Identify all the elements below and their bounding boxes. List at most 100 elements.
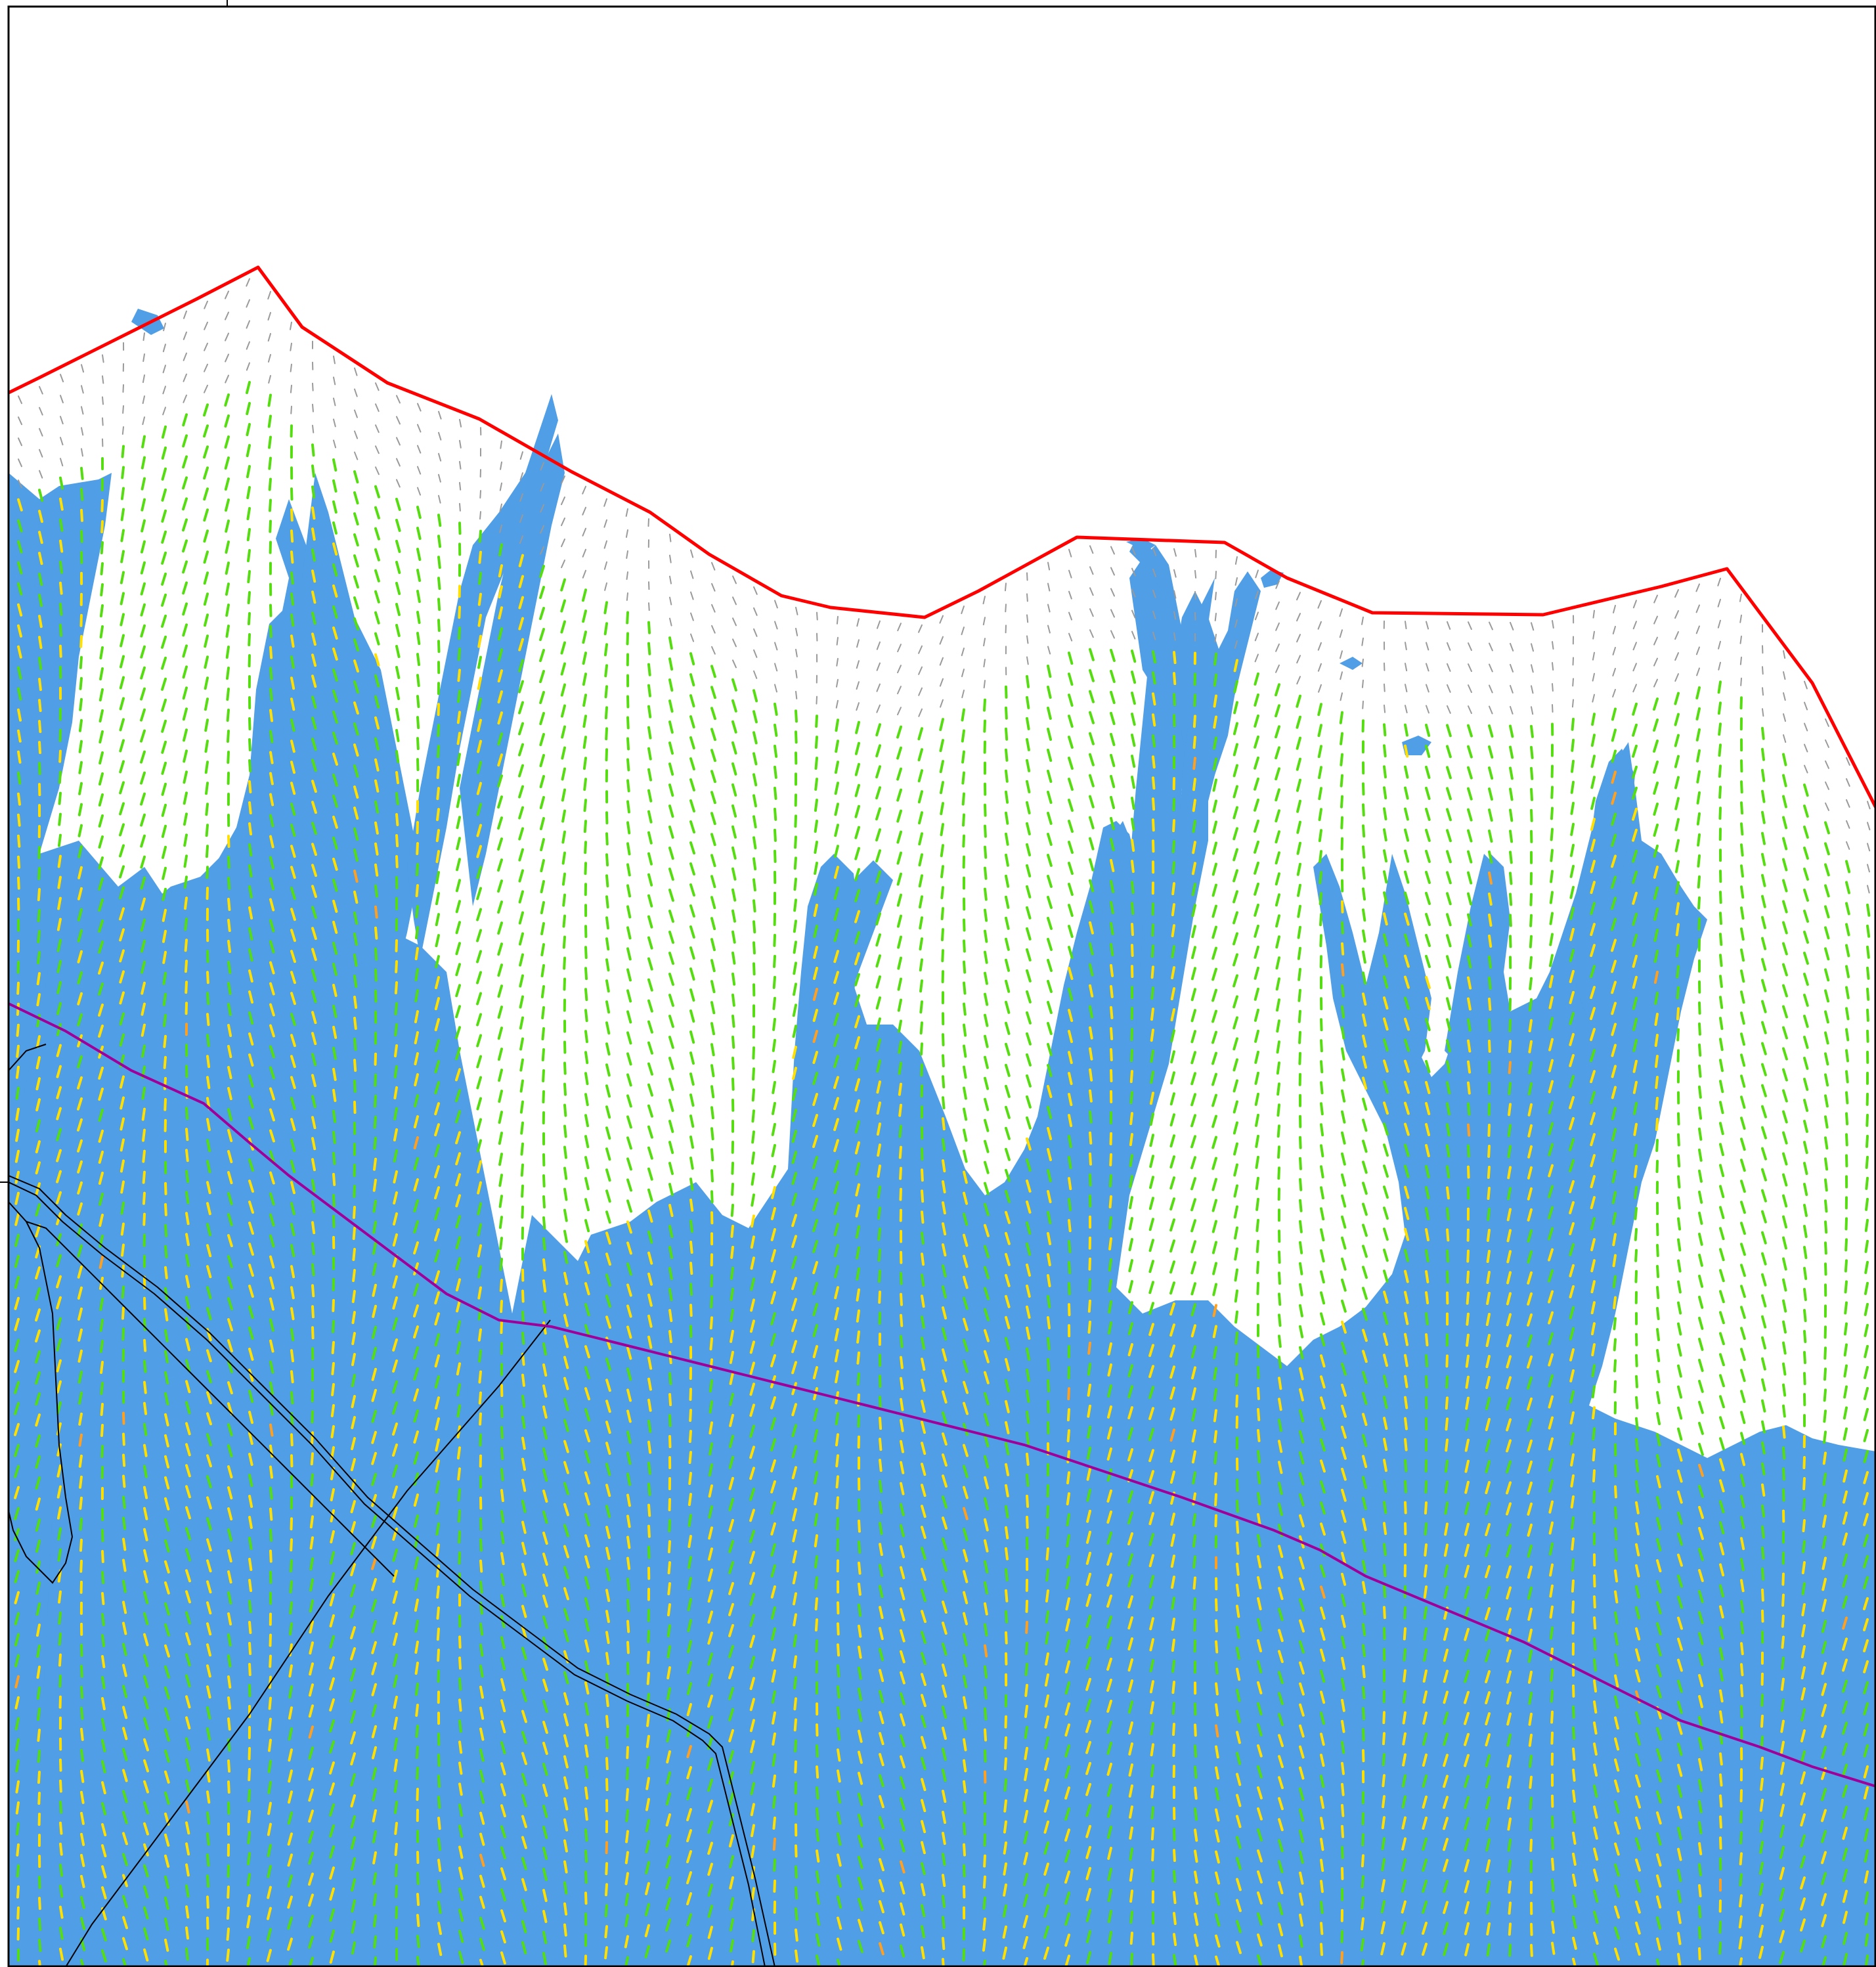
flow-arrow <box>438 453 442 462</box>
flow-arrow <box>812 1240 818 1254</box>
flow-arrow <box>497 879 503 893</box>
flow-arrow <box>142 1128 146 1142</box>
flow-arrow <box>541 1006 545 1020</box>
flow-arrow <box>372 1241 377 1255</box>
flow-arrow <box>1068 694 1074 707</box>
flow-arrow <box>81 427 84 436</box>
flow-arrow <box>1468 663 1472 673</box>
flow-arrow <box>248 1369 254 1382</box>
flow-arrow <box>350 1584 356 1598</box>
flow-arrow <box>1341 1719 1345 1733</box>
flow-arrow <box>751 1887 755 1901</box>
flow-arrow <box>626 1536 631 1549</box>
flow-arrow <box>140 897 146 911</box>
flow-arrow <box>1148 1344 1154 1358</box>
flow-arrow <box>1425 1143 1430 1157</box>
flow-arrow <box>372 1809 377 1823</box>
flow-arrow <box>227 1444 233 1458</box>
flow-arrow <box>456 1446 461 1460</box>
flow-arrow <box>1148 1512 1154 1526</box>
flow-arrow <box>1445 1417 1449 1431</box>
flow-arrow <box>290 929 296 942</box>
flow-arrow <box>143 1465 148 1478</box>
flow-arrow <box>122 1706 128 1719</box>
flow-arrow <box>1443 1838 1449 1851</box>
flow-arrow <box>1485 1313 1491 1327</box>
flow-arrow <box>1194 1955 1199 1967</box>
flow-arrow <box>898 1019 902 1033</box>
flow-arrow <box>1047 1063 1053 1077</box>
flow-arrow <box>1005 895 1010 909</box>
flow-arrow <box>711 646 716 655</box>
flow-arrow <box>1047 646 1051 655</box>
flow-arrow <box>1362 1266 1368 1279</box>
flow-arrow <box>710 749 716 762</box>
flow-arrow <box>896 746 902 760</box>
flow-arrow <box>963 1759 967 1773</box>
flow-arrow <box>142 353 145 363</box>
flow-arrow <box>921 1294 925 1308</box>
flow-arrow <box>1087 1341 1091 1355</box>
flow-arrow <box>206 1664 211 1678</box>
flow-arrow <box>1278 1776 1284 1790</box>
flow-arrow <box>246 1873 251 1887</box>
flow-arrow <box>185 1128 189 1141</box>
flow-arrow <box>353 1185 356 1199</box>
inundation-blob-2 <box>1126 539 1156 552</box>
flow-arrow <box>226 688 230 701</box>
flow-arrow <box>1173 1891 1177 1905</box>
flow-arrow <box>582 506 586 516</box>
flow-arrow <box>519 535 523 544</box>
flow-arrow <box>1173 1828 1176 1842</box>
flow-arrow <box>1086 1509 1091 1523</box>
flow-arrow <box>1232 869 1238 883</box>
flow-arrow <box>772 1017 776 1031</box>
flow-arrow <box>710 938 716 952</box>
flow-arrow <box>371 1536 377 1549</box>
flow-arrow <box>1485 1502 1491 1516</box>
flow-arrow <box>1089 690 1095 703</box>
flow-arrow <box>835 1433 839 1447</box>
flow-arrow <box>1172 798 1175 812</box>
flow-arrow <box>686 1724 692 1738</box>
flow-arrow <box>100 1381 104 1395</box>
flow-arrow <box>647 1209 653 1223</box>
flow-arrow <box>814 757 818 770</box>
flow-arrow <box>248 1600 252 1614</box>
flow-arrow <box>162 407 166 416</box>
flow-arrow <box>1047 625 1051 634</box>
flow-arrow <box>749 1361 755 1375</box>
flow-arrow <box>372 1283 377 1297</box>
flow-arrow <box>584 1555 590 1569</box>
flow-arrow <box>80 1916 86 1930</box>
flow-arrow <box>771 1669 776 1683</box>
flow-arrow <box>1425 1270 1429 1283</box>
flow-arrow <box>1085 1719 1091 1733</box>
flow-arrow <box>182 476 188 490</box>
flow-arrow <box>77 1286 83 1300</box>
flow-arrow <box>269 856 274 870</box>
flow-arrow <box>434 1291 440 1305</box>
flow-arrow <box>1236 1562 1240 1576</box>
flow-arrow <box>647 1629 650 1643</box>
flow-arrow <box>143 1296 146 1310</box>
flow-arrow <box>1169 1386 1175 1400</box>
flow-arrow <box>1022 1872 1028 1886</box>
flow-arrow <box>1085 1530 1091 1544</box>
flow-arrow <box>542 1763 548 1777</box>
flow-arrow <box>921 1168 924 1182</box>
flow-arrow <box>1362 908 1366 922</box>
flow-arrow <box>476 1034 482 1048</box>
flow-arrow <box>119 760 125 774</box>
flow-arrow <box>644 1924 650 1937</box>
flow-arrow <box>1194 1891 1199 1905</box>
flow-arrow <box>963 1381 969 1394</box>
flow-arrow <box>1131 713 1136 726</box>
flow-arrow <box>458 1824 464 1838</box>
flow-arrow <box>1110 669 1116 683</box>
flow-arrow <box>479 1853 485 1867</box>
flow-arrow <box>774 621 778 630</box>
flow-arrow <box>248 1032 254 1046</box>
